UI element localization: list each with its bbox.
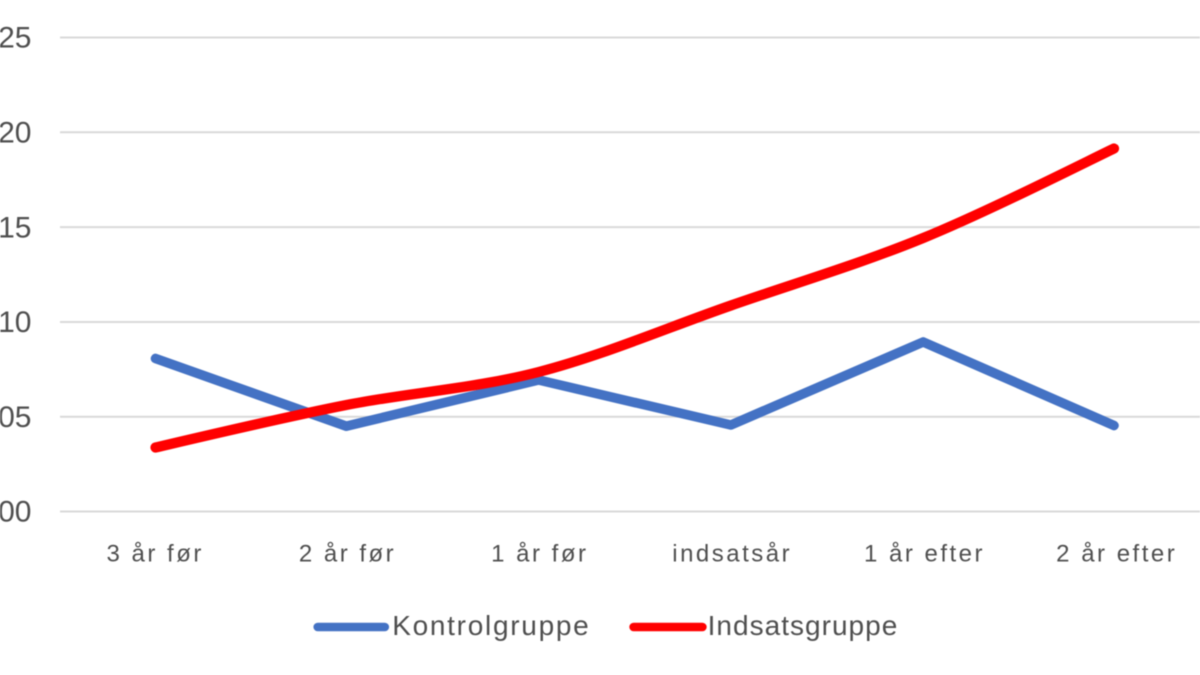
svg-text:3 år før: 3 år før <box>107 541 204 568</box>
svg-text:1 år før: 1 år før <box>491 541 588 568</box>
svg-text:Indsatsgruppe: Indsatsgruppe <box>708 610 899 641</box>
svg-text:2 år før: 2 år før <box>299 541 396 568</box>
svg-text:00: 00 <box>0 496 32 529</box>
svg-text:25: 25 <box>0 22 32 55</box>
svg-text:20: 20 <box>0 117 32 150</box>
svg-text:1 år efter: 1 år efter <box>864 541 985 568</box>
svg-text:Kontrolgruppe: Kontrolgruppe <box>392 610 590 641</box>
svg-text:indsatsår: indsatsår <box>672 541 792 568</box>
svg-text:05: 05 <box>0 401 32 434</box>
svg-text:2 år efter: 2 år efter <box>1056 541 1177 568</box>
svg-text:10: 10 <box>0 306 32 339</box>
svg-text:15: 15 <box>0 211 32 244</box>
